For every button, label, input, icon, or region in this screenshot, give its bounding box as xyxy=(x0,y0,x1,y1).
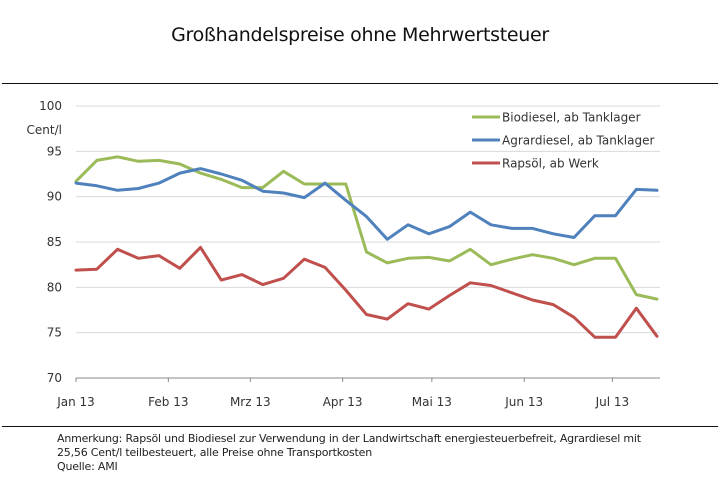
y-tick-label: 80 xyxy=(47,280,62,294)
x-tick-label: Apr 13 xyxy=(323,395,363,409)
gridlines xyxy=(76,105,660,334)
legend-label: Agrardiesel, ab Tanklager xyxy=(502,134,654,148)
bottom-divider xyxy=(2,426,718,427)
source-line: Quelle: AMI xyxy=(57,460,118,473)
y-axis-ticks: 70 75 80 85 90 95 100 xyxy=(39,99,62,385)
top-divider xyxy=(2,83,718,84)
x-tick-label: Feb 13 xyxy=(148,395,188,409)
x-tick-label: Jan 13 xyxy=(56,395,95,409)
y-tick-label: 95 xyxy=(47,144,62,158)
x-axis: Jan 13 Feb 13 Mrz 13 Apr 13 Mai 13 Jun 13 Jul … xyxy=(56,377,660,409)
series-line xyxy=(74,245,659,339)
y-tick-label: 100 xyxy=(39,99,62,113)
y-tick-label: 90 xyxy=(47,190,62,204)
x-tick-label: Mrz 13 xyxy=(230,395,271,409)
series-line xyxy=(74,155,659,301)
y-tick-label: 75 xyxy=(47,326,62,340)
series-lines xyxy=(74,155,659,339)
x-tick-label: Jul 13 xyxy=(595,395,630,409)
footnote: Anmerkung: Rapsöl und Biodiesel zur Verw… xyxy=(57,432,697,474)
chart-title: Großhandelspreise ohne Mehrwertsteuer xyxy=(171,24,549,46)
series-line xyxy=(74,167,659,241)
y-tick-label: 70 xyxy=(47,371,62,385)
legend-label: Rapsöl, ab Werk xyxy=(502,157,599,171)
note-line-2: 25,56 Cent/l teilbesteuert, alle Preise … xyxy=(57,446,373,459)
legend-label: Biodiesel, ab Tanklager xyxy=(502,111,641,125)
y-tick-label: 85 xyxy=(47,235,62,249)
y-axis-label: Cent/l xyxy=(27,123,62,137)
legend: Biodiesel, ab Tanklager Agrardiesel, ab T… xyxy=(472,111,654,171)
x-tick-label: Mai 13 xyxy=(412,395,452,409)
x-tick-label: Jun 13 xyxy=(504,395,543,409)
note-line-1: Anmerkung: Rapsöl und Biodiesel zur Verw… xyxy=(57,432,641,445)
